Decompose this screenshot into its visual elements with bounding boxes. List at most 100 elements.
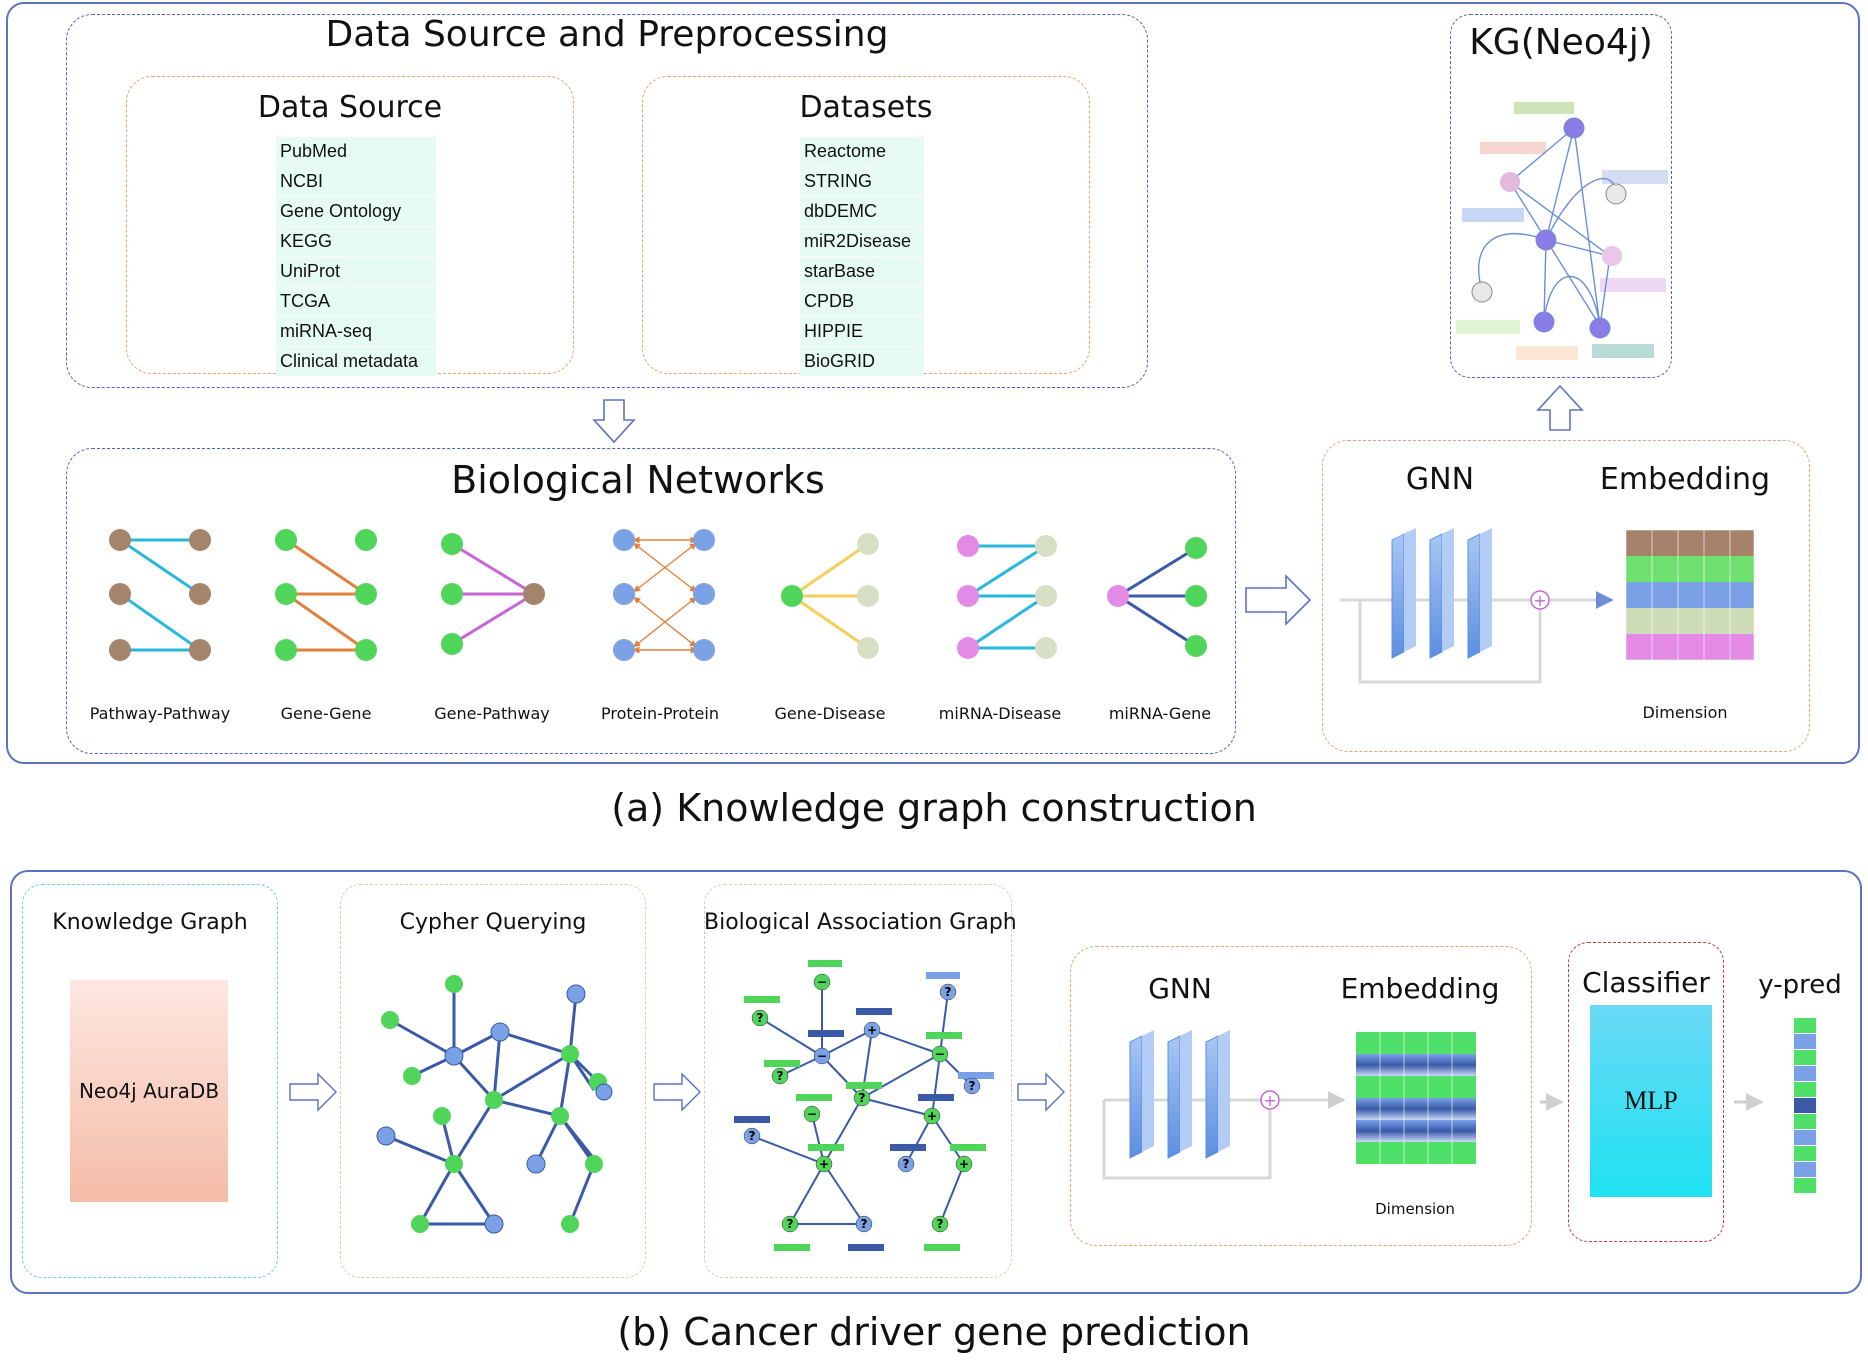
gnn-embedding-box-a: [1322, 440, 1810, 752]
preprocessing-title: Data Source and Preprocessing: [325, 14, 889, 55]
embedding-label-a: Embedding: [1599, 462, 1771, 497]
gene-pathway-network: [441, 533, 545, 655]
neo4j-auradb-box: Neo4j AuraDB: [70, 980, 228, 1202]
svg-text:+: +: [959, 1157, 969, 1171]
panel-b-graphics: − ? − + ? ? − ? ? − + ? + ? + ? ? ? +: [289, 960, 1816, 1251]
panel-a-graphics: +: [109, 102, 1755, 684]
embedding-matrix-b: [1356, 1032, 1476, 1164]
datasets-title: Datasets: [799, 90, 933, 125]
biological-association-graph-box: [704, 884, 1012, 1278]
network-label: Pathway-Pathway: [89, 704, 231, 723]
cypher-querying-box: [340, 884, 646, 1278]
svg-text:−: −: [817, 1049, 827, 1063]
neo4j-auradb-label: Neo4j AuraDB: [78, 1079, 220, 1103]
gnn-block-a: +: [1340, 528, 1614, 684]
dimension-label-a: Dimension: [1642, 703, 1728, 722]
list-item: HIPPIE: [800, 317, 924, 347]
knowledge-graph-box: [22, 884, 278, 1278]
network-label: Gene-Disease: [774, 704, 886, 723]
network-label: miRNA-Gene: [1108, 704, 1212, 723]
network-label: Gene-Pathway: [434, 704, 550, 723]
svg-text:−: −: [807, 1107, 817, 1121]
data-source-title: Data Source: [257, 90, 443, 125]
classifier-title: Classifier: [1582, 966, 1710, 999]
list-item: Reactome: [800, 137, 924, 167]
caption-b: (b) Cancer driver gene prediction: [617, 1310, 1251, 1354]
association-graph-nodes: − ? − + ? ? − ? ? − + ? + ? + ? ? ?: [743, 973, 981, 1233]
caption-a: (a) Knowledge graph construction: [611, 786, 1257, 830]
kg-mini-graph: [1456, 102, 1668, 360]
mlp-label: MLP: [1624, 1086, 1678, 1115]
svg-text:+: +: [819, 1157, 829, 1171]
cypher-query-nodes: [376, 975, 613, 1234]
embedding-label-b: Embedding: [1340, 972, 1500, 1005]
cypher-querying-title: Cypher Querying: [399, 910, 587, 935]
kg-neo4j-title: KG(Neo4j): [1469, 22, 1653, 63]
hollow-up-arrow: [1536, 384, 1584, 431]
svg-text:?: ?: [787, 1217, 794, 1231]
list-item: STRING: [800, 167, 924, 197]
y-pred-label: y-pred: [1758, 970, 1842, 1000]
data-source-list: PubMed NCBI Gene Ontology KEGG UniProt T…: [276, 137, 436, 377]
svg-text:+: +: [1533, 591, 1546, 610]
svg-text:?: ?: [903, 1157, 910, 1171]
network-label: miRNA-Disease: [938, 704, 1062, 723]
list-item: miR2Disease: [800, 227, 924, 257]
knowledge-graph-title: Knowledge Graph: [52, 910, 248, 935]
list-item: BioGRID: [800, 347, 924, 377]
list-item: NCBI: [276, 167, 436, 197]
panel-b-frame: [10, 870, 1862, 1294]
mirna-gene-network: [1107, 537, 1207, 657]
svg-text:+: +: [927, 1109, 937, 1123]
datasets-list: Reactome STRING dbDEMC miR2Disease starB…: [800, 137, 924, 377]
pathway-pathway-network: [109, 529, 211, 661]
biological-networks-title: Biological Networks: [451, 458, 825, 502]
list-item: dbDEMC: [800, 197, 924, 227]
list-item: miRNA-seq: [276, 317, 436, 347]
svg-text:−: −: [817, 975, 827, 989]
network-label: Gene-Gene: [280, 704, 372, 723]
hollow-right-arrow: [1017, 1072, 1065, 1112]
svg-text:?: ?: [777, 1069, 784, 1083]
gnn-block-b: +: [1102, 1030, 1346, 1180]
embedding-matrix-a: [1625, 529, 1755, 661]
protein-protein-network: [613, 529, 715, 661]
panel-a-frame: [6, 2, 1860, 764]
hollow-down-arrow: [592, 399, 636, 444]
gene-gene-network: [275, 529, 377, 661]
association-graph-feature-bars: [734, 960, 994, 1251]
list-item: UniProt: [276, 257, 436, 287]
mirna-disease-network: [957, 535, 1057, 659]
hollow-right-arrow: [1245, 574, 1312, 626]
y-pred-vector: [1794, 1018, 1816, 1193]
list-item: TCGA: [276, 287, 436, 317]
svg-text:?: ?: [969, 1079, 976, 1093]
gnn-label-b: GNN: [1148, 972, 1212, 1005]
preprocessing-box: [66, 14, 1148, 388]
list-item: CPDB: [800, 287, 924, 317]
list-item: PubMed: [276, 137, 436, 167]
gnn-label-a: GNN: [1405, 462, 1475, 497]
list-item: starBase: [800, 257, 924, 287]
svg-text:−: −: [935, 1047, 945, 1061]
mlp-block: MLP: [1590, 1005, 1712, 1197]
svg-text:?: ?: [757, 1011, 764, 1025]
dimension-label-b: Dimension: [1375, 1200, 1455, 1218]
list-item: KEGG: [276, 227, 436, 257]
svg-text:?: ?: [945, 985, 952, 999]
svg-text:?: ?: [937, 1217, 944, 1231]
biological-networks-box: [66, 448, 1236, 754]
biological-association-graph-title: Biological Association Graph: [704, 910, 1017, 935]
list-item: Gene Ontology: [276, 197, 436, 227]
kg-neo4j-box: [1450, 14, 1672, 378]
hollow-right-arrow: [289, 1072, 337, 1112]
gene-disease-network: [781, 533, 879, 659]
svg-text:+: +: [1263, 1091, 1276, 1110]
hollow-right-arrow: [653, 1072, 701, 1112]
svg-text:?: ?: [861, 1217, 868, 1231]
classifier-box: [1568, 942, 1724, 1242]
svg-text:?: ?: [749, 1129, 756, 1143]
network-label: Protein-Protein: [601, 704, 719, 723]
list-item: Clinical metadata: [276, 347, 436, 377]
gnn-embedding-box-b: [1070, 946, 1532, 1246]
